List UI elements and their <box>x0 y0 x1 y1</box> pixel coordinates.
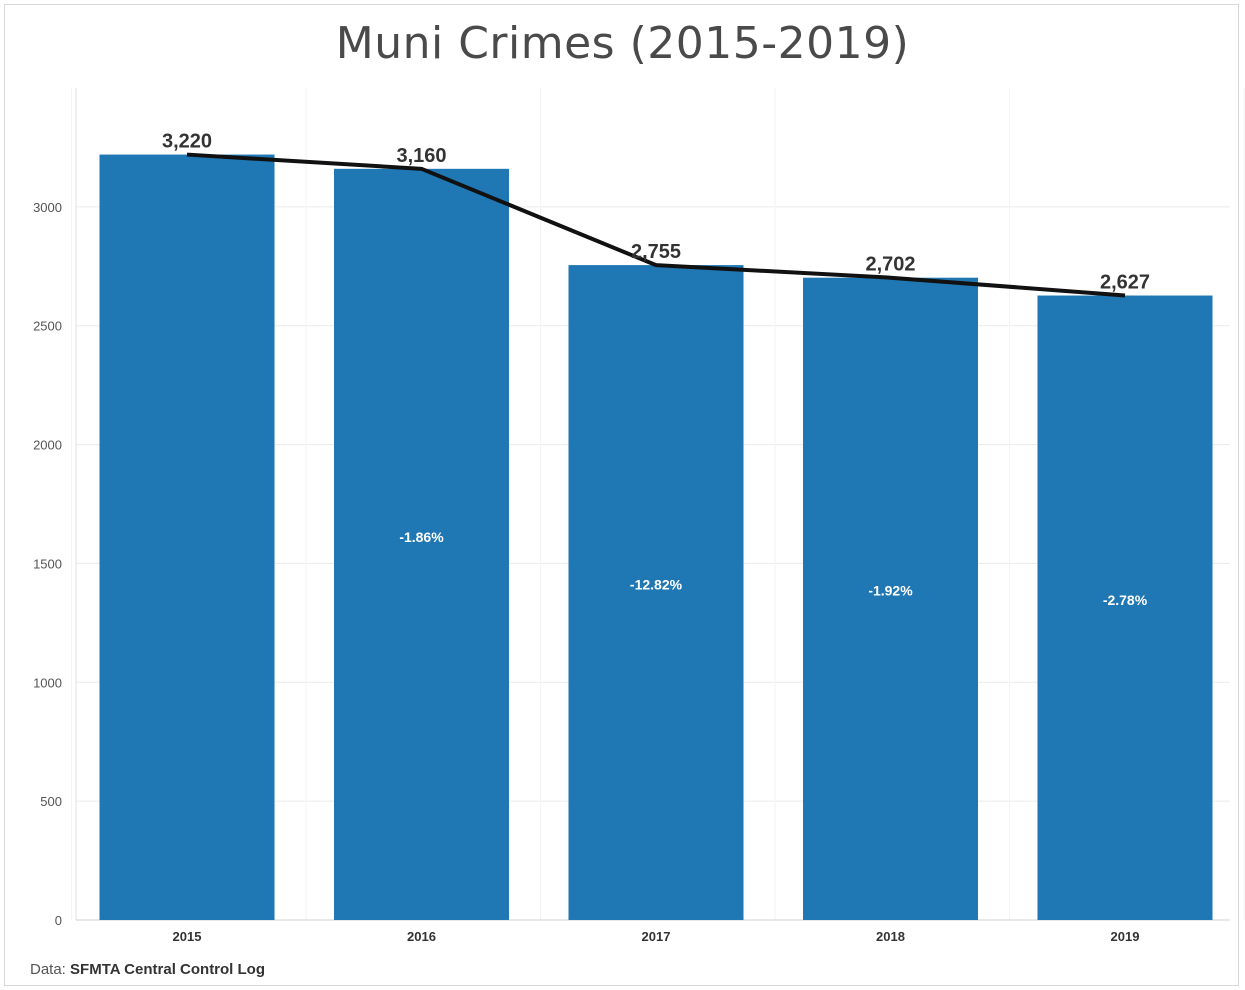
bar-2015 <box>99 154 275 920</box>
x-tick-label: 2017 <box>642 929 671 944</box>
x-tick-label: 2015 <box>173 929 202 944</box>
value-label: 2,702 <box>865 254 915 276</box>
source-prefix: Data: <box>30 961 66 978</box>
chart-title: Muni Crimes (2015-2019) <box>335 18 910 69</box>
value-label: 2,627 <box>1100 272 1150 294</box>
y-tick-label: 0 <box>55 913 62 928</box>
y-tick-label: 500 <box>40 794 62 809</box>
pct-change-label: -1.92% <box>868 583 913 599</box>
y-tick-label: 2000 <box>33 438 62 453</box>
pct-change-label: -1.86% <box>399 529 444 545</box>
y-tick-label: 1000 <box>33 675 62 690</box>
x-tick-label: 2019 <box>1111 929 1140 944</box>
chart-frame <box>4 4 1239 986</box>
y-tick-label: 2500 <box>33 319 62 334</box>
x-tick-label: 2018 <box>876 929 905 944</box>
trend-line <box>186 152 1126 298</box>
y-tick-label: 1500 <box>33 556 62 571</box>
y-tick-label: 3000 <box>33 200 62 215</box>
pct-change-label: -12.82% <box>630 577 683 593</box>
value-label: 2,755 <box>631 241 681 263</box>
x-tick-label: 2016 <box>407 929 436 944</box>
data-source-note: Data: SFMTA Central Control Log <box>30 961 265 978</box>
bar-2017 <box>568 265 744 920</box>
bar-2019 <box>1037 295 1213 921</box>
source-name: SFMTA Central Control Log <box>70 961 266 978</box>
bar-2018 <box>803 277 978 920</box>
value-label: 3,160 <box>396 145 446 167</box>
pct-change-label: -2.78% <box>1103 592 1148 608</box>
value-label: 3,220 <box>162 131 212 153</box>
bar-2016 <box>334 168 509 920</box>
